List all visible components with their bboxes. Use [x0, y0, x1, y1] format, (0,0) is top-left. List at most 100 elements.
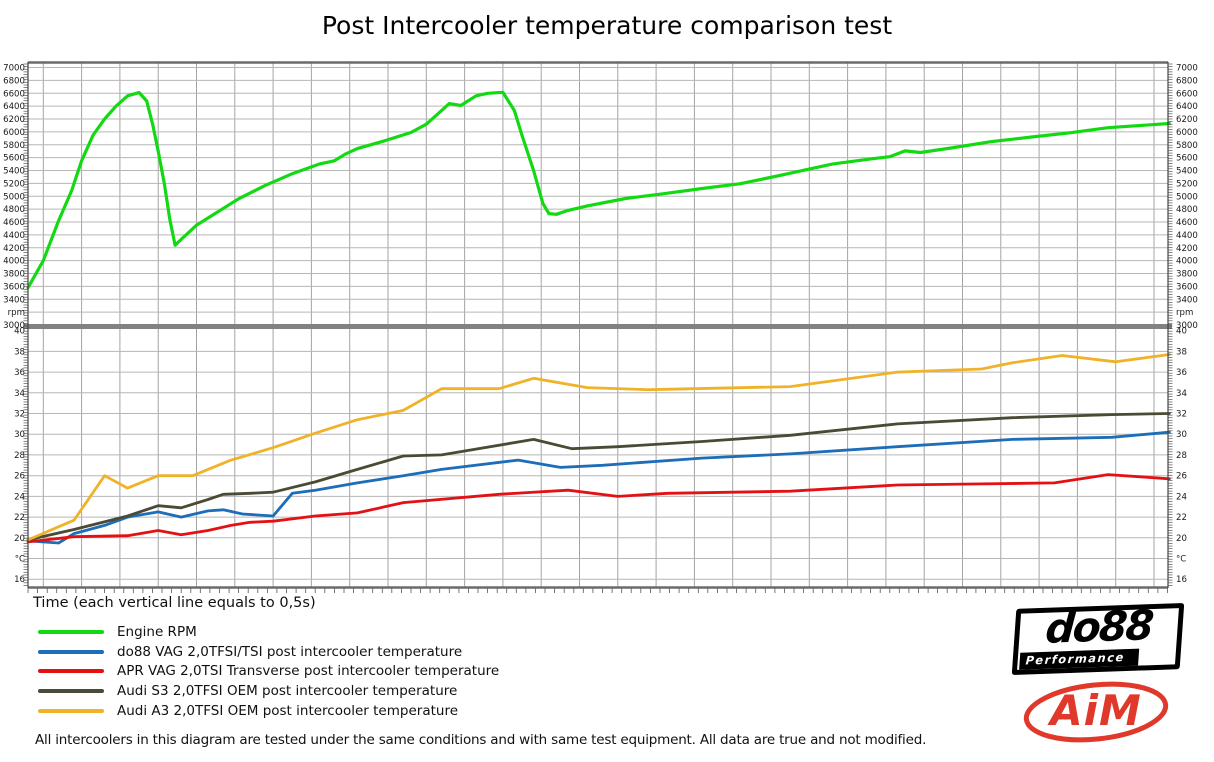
legend-item-audi-a3: Audi A3 2,0TFSI OEM post intercooler tem… [38, 701, 499, 721]
svg-text:3600: 3600 [3, 282, 25, 292]
series-line-4 [26, 353, 1171, 542]
series-line-0 [26, 90, 1171, 290]
do88-performance-logo: do88 Performance [1011, 601, 1185, 676]
legend-swatch-do88 [38, 649, 104, 654]
svg-text:22: 22 [14, 513, 25, 523]
svg-text:5800: 5800 [1176, 141, 1198, 151]
svg-text:°C: °C [1176, 555, 1186, 565]
legend-item-engine-rpm: Engine RPM [38, 622, 499, 642]
svg-text:4800: 4800 [3, 205, 25, 215]
svg-text:5000: 5000 [3, 192, 25, 202]
legend-swatch-engine-rpm [38, 629, 104, 634]
svg-text:32: 32 [1176, 410, 1187, 420]
svg-text:6800: 6800 [3, 76, 25, 86]
series-line-2 [26, 473, 1171, 544]
svg-text:22: 22 [1176, 513, 1187, 523]
svg-text:°C: °C [15, 555, 25, 565]
svg-text:6200: 6200 [3, 115, 25, 125]
svg-text:4200: 4200 [3, 244, 25, 254]
svg-text:40: 40 [1176, 327, 1187, 337]
svg-text:4200: 4200 [1176, 244, 1198, 254]
legend-label: Engine RPM [117, 623, 197, 640]
svg-text:3400: 3400 [3, 295, 25, 305]
axis-tick-labels: 7000 7000 6800 6800 6600 6600 6400 6400 6200 6200… [3, 64, 1198, 586]
svg-text:30: 30 [1176, 430, 1187, 440]
legend-swatch-audi-s3 [38, 689, 104, 694]
svg-text:5400: 5400 [3, 167, 25, 177]
svg-text:6000: 6000 [3, 128, 25, 138]
x-axis-label: Time (each vertical line equals to 0,5s) [33, 595, 316, 611]
legend-swatch-apr [38, 669, 104, 674]
svg-text:7000: 7000 [1176, 64, 1198, 74]
svg-text:28: 28 [1176, 451, 1187, 461]
axis-rulers [23, 63, 1173, 593]
svg-text:20: 20 [14, 534, 25, 544]
svg-text:5600: 5600 [3, 154, 25, 164]
legend-item-apr: APR VAG 2,0TSI Transverse post intercool… [38, 662, 499, 682]
chart-plot: 7000 7000 6800 6800 6600 6600 6400 6400 6200 6200… [3, 61, 1198, 593]
svg-text:38: 38 [1176, 347, 1187, 357]
svg-text:7000: 7000 [3, 64, 25, 74]
svg-text:4000: 4000 [3, 257, 25, 267]
chart-title: Post Intercooler temperature comparison … [321, 11, 893, 40]
svg-text:3000: 3000 [3, 321, 25, 331]
svg-text:32: 32 [14, 410, 25, 420]
svg-text:3800: 3800 [1176, 270, 1198, 280]
footer-note: All intercoolers in this diagram are tes… [35, 732, 927, 748]
svg-text:34: 34 [14, 389, 25, 399]
legend-label: do88 VAG 2,0TFSI/TSI post intercooler te… [117, 643, 463, 660]
svg-text:30: 30 [14, 430, 25, 440]
svg-text:6800: 6800 [1176, 76, 1198, 86]
svg-text:5400: 5400 [1176, 167, 1198, 177]
svg-text:5200: 5200 [1176, 179, 1198, 189]
svg-text:36: 36 [1176, 368, 1187, 378]
svg-text:5200: 5200 [3, 179, 25, 189]
svg-text:6000: 6000 [1176, 128, 1198, 138]
do88-logo-subtext: Performance [1019, 648, 1140, 670]
svg-text:5000: 5000 [1176, 192, 1198, 202]
svg-text:4600: 4600 [1176, 218, 1198, 228]
svg-text:5800: 5800 [3, 141, 25, 151]
svg-text:3800: 3800 [3, 270, 25, 280]
aim-logo: AiM [1022, 680, 1170, 744]
plot-borders [24, 61, 1172, 589]
svg-text:3000: 3000 [1176, 321, 1198, 331]
series-lines [26, 90, 1171, 545]
svg-text:6400: 6400 [3, 102, 25, 112]
svg-text:16: 16 [14, 575, 25, 585]
svg-text:6600: 6600 [1176, 89, 1198, 99]
aim-logo-ellipse-icon [1023, 681, 1169, 743]
svg-text:24: 24 [1176, 492, 1187, 502]
svg-text:5600: 5600 [1176, 154, 1198, 164]
svg-text:20: 20 [1176, 534, 1187, 544]
svg-text:6200: 6200 [1176, 115, 1198, 125]
svg-text:4400: 4400 [3, 231, 25, 241]
aim-logo-text: AiM [1050, 686, 1142, 735]
svg-text:6400: 6400 [1176, 102, 1198, 112]
svg-text:28: 28 [14, 451, 25, 461]
svg-text:4000: 4000 [1176, 257, 1198, 267]
svg-text:24: 24 [14, 492, 25, 502]
svg-text:16: 16 [1176, 575, 1187, 585]
svg-text:4600: 4600 [3, 218, 25, 228]
svg-text:4800: 4800 [1176, 205, 1198, 215]
svg-text:3400: 3400 [1176, 295, 1198, 305]
svg-text:4400: 4400 [1176, 231, 1198, 241]
svg-text:rpm: rpm [8, 308, 25, 318]
legend-label: Audi A3 2,0TFSI OEM post intercooler tem… [117, 703, 459, 720]
svg-text:34: 34 [1176, 389, 1187, 399]
svg-text:3600: 3600 [1176, 282, 1198, 292]
svg-text:38: 38 [14, 347, 25, 357]
legend-label: APR VAG 2,0TSI Transverse post intercool… [117, 663, 500, 680]
svg-text:26: 26 [14, 472, 25, 482]
svg-text:rpm: rpm [1176, 308, 1193, 318]
series-line-3 [26, 412, 1171, 542]
do88-logo-text: do88 [1043, 601, 1154, 653]
svg-text:26: 26 [1176, 472, 1187, 482]
legend-label: Audi S3 2,0TFSI OEM post intercooler tem… [117, 683, 458, 700]
svg-text:6600: 6600 [3, 89, 25, 99]
legend-item-do88: do88 VAG 2,0TFSI/TSI post intercooler te… [38, 642, 499, 662]
legend-item-audi-s3: Audi S3 2,0TFSI OEM post intercooler tem… [38, 681, 499, 701]
legend-swatch-audi-a3 [38, 709, 104, 714]
